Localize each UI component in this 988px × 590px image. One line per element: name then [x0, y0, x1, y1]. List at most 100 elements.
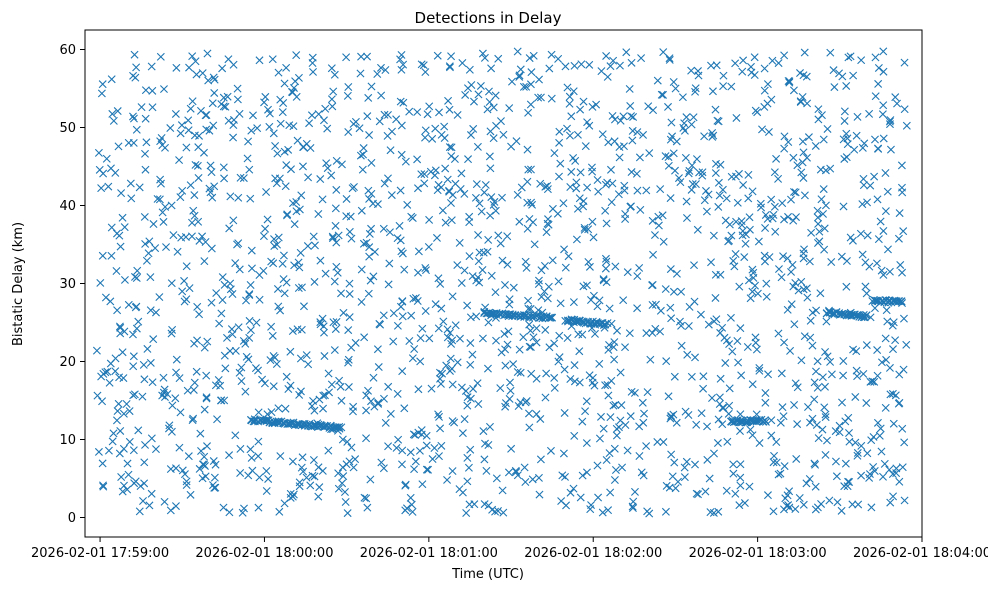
- data-point: [112, 416, 121, 425]
- data-point: [383, 131, 392, 140]
- data-point: [714, 415, 723, 424]
- data-point: [859, 310, 868, 319]
- data-point: [236, 469, 245, 477]
- data-point: [140, 375, 149, 384]
- data-point: [812, 306, 821, 315]
- data-point: [859, 181, 868, 190]
- data-point: [783, 305, 792, 314]
- data-point: [447, 216, 456, 225]
- data-point: [445, 366, 454, 375]
- data-point: [709, 231, 718, 240]
- data-point: [588, 102, 597, 111]
- data-point: [680, 126, 689, 135]
- data-point: [795, 494, 804, 502]
- data-point: [566, 375, 575, 383]
- data-point: [722, 486, 731, 495]
- data-point: [178, 186, 187, 195]
- data-point: [680, 119, 689, 128]
- data-point: [527, 198, 536, 207]
- data-point: [621, 343, 630, 352]
- data-point: [874, 63, 883, 72]
- data-point: [253, 124, 262, 133]
- data-point: [734, 169, 743, 178]
- data-point: [509, 360, 518, 369]
- data-point: [474, 230, 483, 239]
- data-point: [202, 371, 211, 380]
- data-point: [453, 110, 462, 119]
- data-point: [159, 85, 168, 94]
- data-point: [684, 410, 693, 419]
- data-point: [762, 279, 771, 288]
- data-point: [602, 455, 611, 464]
- data-point: [282, 211, 291, 220]
- data-point: [141, 114, 150, 123]
- data-point: [803, 293, 812, 302]
- data-point: [566, 182, 575, 191]
- data-point: [486, 164, 495, 173]
- data-point: [182, 481, 191, 490]
- data-point: [895, 477, 904, 486]
- data-point: [292, 51, 301, 60]
- data-point: [114, 142, 123, 151]
- data-point: [366, 475, 375, 484]
- data-point: [690, 261, 699, 270]
- data-point: [668, 472, 677, 481]
- data-point: [211, 483, 220, 492]
- data-point: [588, 167, 597, 176]
- data-point: [262, 466, 271, 475]
- data-point: [820, 224, 829, 233]
- data-point: [278, 259, 287, 268]
- data-point: [324, 446, 333, 455]
- data-point: [417, 170, 426, 179]
- data-point: [248, 466, 257, 475]
- data-point: [97, 372, 106, 381]
- data-point: [369, 373, 378, 382]
- data-point: [132, 63, 141, 72]
- data-point: [431, 300, 440, 309]
- data-point: [883, 187, 892, 196]
- data-point: [821, 201, 830, 210]
- data-point: [863, 449, 872, 458]
- data-point: [397, 65, 406, 74]
- data-point: [229, 133, 238, 142]
- data-point: [821, 450, 830, 459]
- data-point: [522, 82, 531, 91]
- data-point: [409, 294, 418, 303]
- data-point: [188, 218, 196, 227]
- data-point: [670, 458, 679, 467]
- data-point: [466, 445, 475, 454]
- data-point: [769, 210, 778, 219]
- data-point: [805, 474, 814, 483]
- data-point: [859, 369, 868, 378]
- data-point: [577, 60, 586, 69]
- data-point: [295, 205, 304, 214]
- data-point: [787, 195, 795, 204]
- data-point: [351, 338, 360, 347]
- data-point: [601, 254, 610, 263]
- data-point: [465, 500, 474, 509]
- data-point: [462, 509, 471, 517]
- data-point: [737, 371, 746, 380]
- data-point: [299, 302, 308, 311]
- data-point: [692, 155, 701, 164]
- data-point: [343, 509, 352, 518]
- data-point: [484, 235, 493, 244]
- data-point: [831, 457, 840, 466]
- data-point: [275, 507, 284, 516]
- data-point: [211, 460, 220, 469]
- data-point: [280, 79, 289, 88]
- data-point: [548, 313, 557, 322]
- data-point: [802, 72, 811, 81]
- data-point: [513, 190, 522, 199]
- data-point: [830, 83, 839, 92]
- data-point: [190, 211, 199, 220]
- data-point: [839, 202, 848, 211]
- data-point: [402, 504, 411, 513]
- data-point: [117, 189, 126, 198]
- data-point: [783, 491, 792, 500]
- data-point: [151, 244, 160, 253]
- data-point: [711, 293, 720, 302]
- data-point: [360, 333, 369, 342]
- data-point: [485, 98, 494, 106]
- data-point: [669, 77, 678, 86]
